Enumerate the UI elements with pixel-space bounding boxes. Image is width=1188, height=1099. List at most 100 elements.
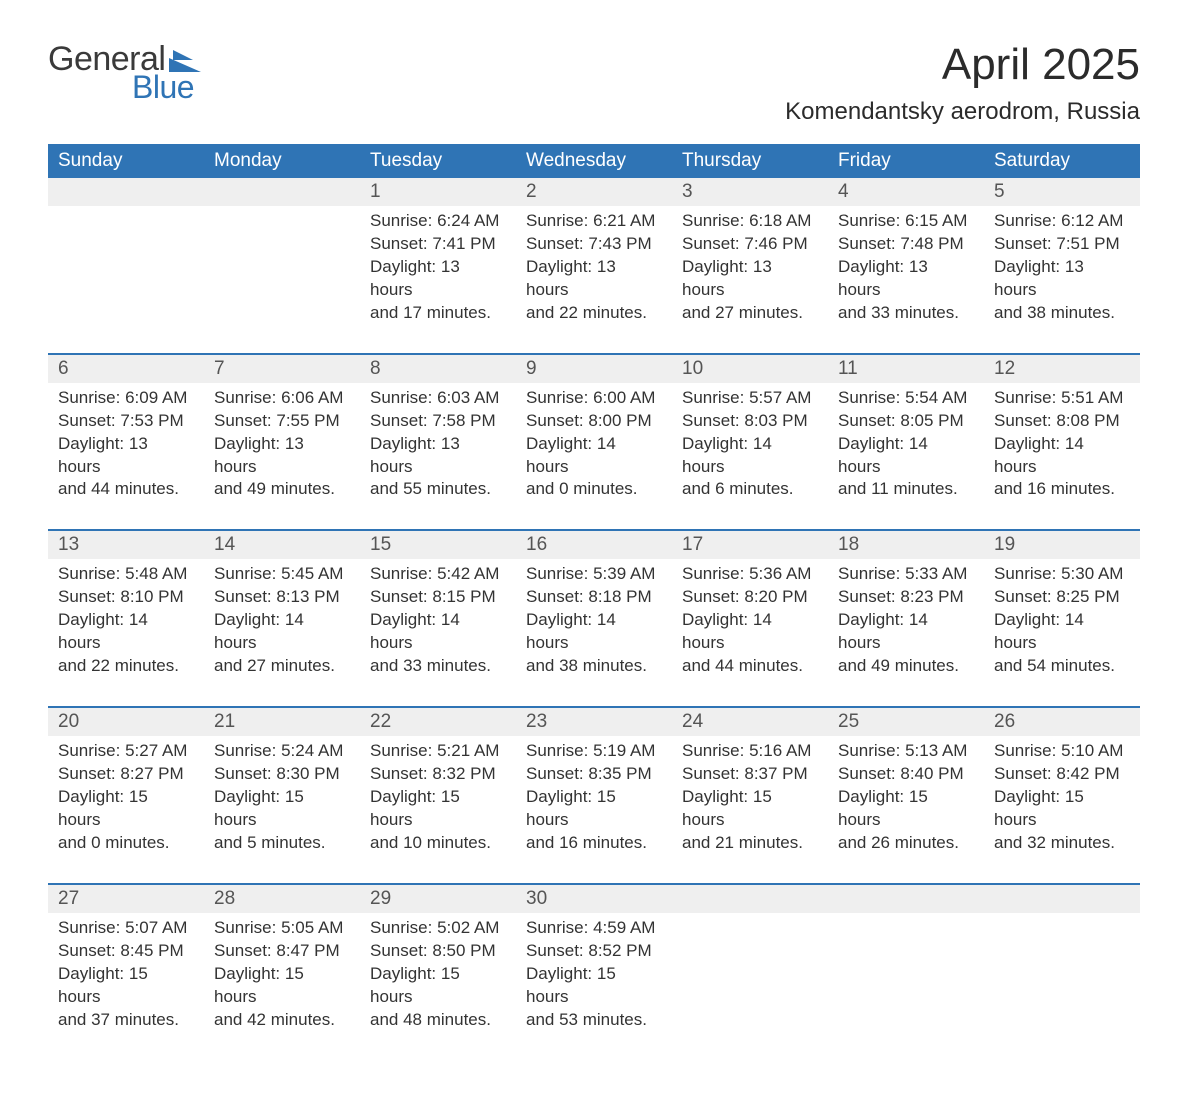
day-daylight1-text: Daylight: 13 hours xyxy=(370,433,506,479)
day-number-row: 6789101112 xyxy=(48,354,1140,383)
calendar-body: 12345Sunrise: 6:24 AMSunset: 7:41 PMDayl… xyxy=(48,178,1140,1059)
day-daylight2-text: and 38 minutes. xyxy=(526,655,662,678)
day-daylight1-text: Daylight: 14 hours xyxy=(838,433,974,479)
day-sunrise-text: Sunrise: 5:51 AM xyxy=(994,387,1130,410)
day-daylight1-text: Daylight: 15 hours xyxy=(214,963,350,1009)
day-number-cell: 19 xyxy=(984,530,1140,559)
day-number-row: 20212223242526 xyxy=(48,707,1140,736)
day-sunrise-text: Sunrise: 5:39 AM xyxy=(526,563,662,586)
day-content-cell: Sunrise: 5:24 AMSunset: 8:30 PMDaylight:… xyxy=(204,736,360,884)
day-content-cell: Sunrise: 6:12 AMSunset: 7:51 PMDaylight:… xyxy=(984,206,1140,354)
day-daylight1-text: Daylight: 14 hours xyxy=(994,433,1130,479)
day-content-cell: Sunrise: 6:00 AMSunset: 8:00 PMDaylight:… xyxy=(516,383,672,531)
day-number-cell: 13 xyxy=(48,530,204,559)
weekday-header: Saturday xyxy=(984,144,1140,178)
day-daylight1-text: Daylight: 14 hours xyxy=(838,609,974,655)
day-sunset-text: Sunset: 8:45 PM xyxy=(58,940,194,963)
day-daylight1-text: Daylight: 14 hours xyxy=(994,609,1130,655)
day-daylight2-text: and 11 minutes. xyxy=(838,478,974,501)
day-daylight1-text: Daylight: 13 hours xyxy=(838,256,974,302)
day-daylight2-text: and 53 minutes. xyxy=(526,1009,662,1032)
day-sunset-text: Sunset: 8:03 PM xyxy=(682,410,818,433)
day-daylight2-text: and 44 minutes. xyxy=(58,478,194,501)
day-sunset-text: Sunset: 7:58 PM xyxy=(370,410,506,433)
day-sunset-text: Sunset: 8:08 PM xyxy=(994,410,1130,433)
day-daylight1-text: Daylight: 15 hours xyxy=(58,963,194,1009)
day-number-cell: 16 xyxy=(516,530,672,559)
day-sunrise-text: Sunrise: 5:24 AM xyxy=(214,740,350,763)
weekday-header: Friday xyxy=(828,144,984,178)
day-number-cell: 30 xyxy=(516,884,672,913)
day-daylight2-text: and 33 minutes. xyxy=(370,655,506,678)
day-daylight2-text: and 42 minutes. xyxy=(214,1009,350,1032)
weekday-header: Wednesday xyxy=(516,144,672,178)
day-number-cell: 27 xyxy=(48,884,204,913)
day-content-cell: Sunrise: 4:59 AMSunset: 8:52 PMDaylight:… xyxy=(516,913,672,1060)
day-number-cell: 28 xyxy=(204,884,360,913)
day-daylight2-text: and 38 minutes. xyxy=(994,302,1130,325)
day-number-cell: 3 xyxy=(672,178,828,206)
day-sunrise-text: Sunrise: 5:21 AM xyxy=(370,740,506,763)
day-daylight2-text: and 48 minutes. xyxy=(370,1009,506,1032)
weekday-header-row: Sunday Monday Tuesday Wednesday Thursday… xyxy=(48,144,1140,178)
day-daylight2-text: and 22 minutes. xyxy=(58,655,194,678)
day-daylight2-text: and 16 minutes. xyxy=(526,832,662,855)
day-number-row: 12345 xyxy=(48,178,1140,206)
day-number-cell: 18 xyxy=(828,530,984,559)
day-daylight1-text: Daylight: 14 hours xyxy=(526,609,662,655)
day-sunrise-text: Sunrise: 5:10 AM xyxy=(994,740,1130,763)
day-daylight1-text: Daylight: 14 hours xyxy=(370,609,506,655)
day-sunrise-text: Sunrise: 5:02 AM xyxy=(370,917,506,940)
day-daylight2-text: and 5 minutes. xyxy=(214,832,350,855)
day-number-cell: 29 xyxy=(360,884,516,913)
day-content-cell: Sunrise: 5:36 AMSunset: 8:20 PMDaylight:… xyxy=(672,559,828,707)
day-daylight1-text: Daylight: 15 hours xyxy=(370,963,506,1009)
day-sunrise-text: Sunrise: 6:15 AM xyxy=(838,210,974,233)
day-content-cell xyxy=(48,206,204,354)
day-sunset-text: Sunset: 8:40 PM xyxy=(838,763,974,786)
weekday-header: Sunday xyxy=(48,144,204,178)
day-sunrise-text: Sunrise: 5:13 AM xyxy=(838,740,974,763)
day-number-cell: 10 xyxy=(672,354,828,383)
day-sunset-text: Sunset: 7:41 PM xyxy=(370,233,506,256)
day-content-row: Sunrise: 6:09 AMSunset: 7:53 PMDaylight:… xyxy=(48,383,1140,531)
day-daylight1-text: Daylight: 13 hours xyxy=(370,256,506,302)
day-sunrise-text: Sunrise: 6:06 AM xyxy=(214,387,350,410)
logo: General Blue xyxy=(48,40,201,106)
day-content-cell: Sunrise: 5:13 AMSunset: 8:40 PMDaylight:… xyxy=(828,736,984,884)
weekday-header: Tuesday xyxy=(360,144,516,178)
day-daylight2-text: and 55 minutes. xyxy=(370,478,506,501)
day-daylight1-text: Daylight: 13 hours xyxy=(682,256,818,302)
day-number-cell: 11 xyxy=(828,354,984,383)
day-daylight2-text: and 17 minutes. xyxy=(370,302,506,325)
day-daylight2-text: and 37 minutes. xyxy=(58,1009,194,1032)
day-content-cell: Sunrise: 5:19 AMSunset: 8:35 PMDaylight:… xyxy=(516,736,672,884)
day-sunset-text: Sunset: 8:13 PM xyxy=(214,586,350,609)
day-sunset-text: Sunset: 8:20 PM xyxy=(682,586,818,609)
day-sunset-text: Sunset: 8:30 PM xyxy=(214,763,350,786)
day-sunset-text: Sunset: 8:05 PM xyxy=(838,410,974,433)
logo-text-blue: Blue xyxy=(132,69,201,106)
day-daylight1-text: Daylight: 14 hours xyxy=(214,609,350,655)
day-sunrise-text: Sunrise: 5:36 AM xyxy=(682,563,818,586)
day-content-cell: Sunrise: 5:16 AMSunset: 8:37 PMDaylight:… xyxy=(672,736,828,884)
day-daylight1-text: Daylight: 13 hours xyxy=(58,433,194,479)
day-content-cell: Sunrise: 6:03 AMSunset: 7:58 PMDaylight:… xyxy=(360,383,516,531)
day-sunset-text: Sunset: 7:51 PM xyxy=(994,233,1130,256)
day-sunset-text: Sunset: 8:15 PM xyxy=(370,586,506,609)
day-number-cell: 15 xyxy=(360,530,516,559)
day-number-cell: 26 xyxy=(984,707,1140,736)
day-content-cell: Sunrise: 5:51 AMSunset: 8:08 PMDaylight:… xyxy=(984,383,1140,531)
day-content-cell xyxy=(204,206,360,354)
weekday-header: Thursday xyxy=(672,144,828,178)
day-sunset-text: Sunset: 7:43 PM xyxy=(526,233,662,256)
day-sunrise-text: Sunrise: 5:05 AM xyxy=(214,917,350,940)
day-number-cell: 1 xyxy=(360,178,516,206)
day-number-cell xyxy=(48,178,204,206)
day-daylight2-text: and 49 minutes. xyxy=(214,478,350,501)
day-number-cell: 4 xyxy=(828,178,984,206)
day-content-cell: Sunrise: 5:48 AMSunset: 8:10 PMDaylight:… xyxy=(48,559,204,707)
day-sunrise-text: Sunrise: 5:27 AM xyxy=(58,740,194,763)
day-sunrise-text: Sunrise: 6:03 AM xyxy=(370,387,506,410)
day-daylight1-text: Daylight: 13 hours xyxy=(214,433,350,479)
